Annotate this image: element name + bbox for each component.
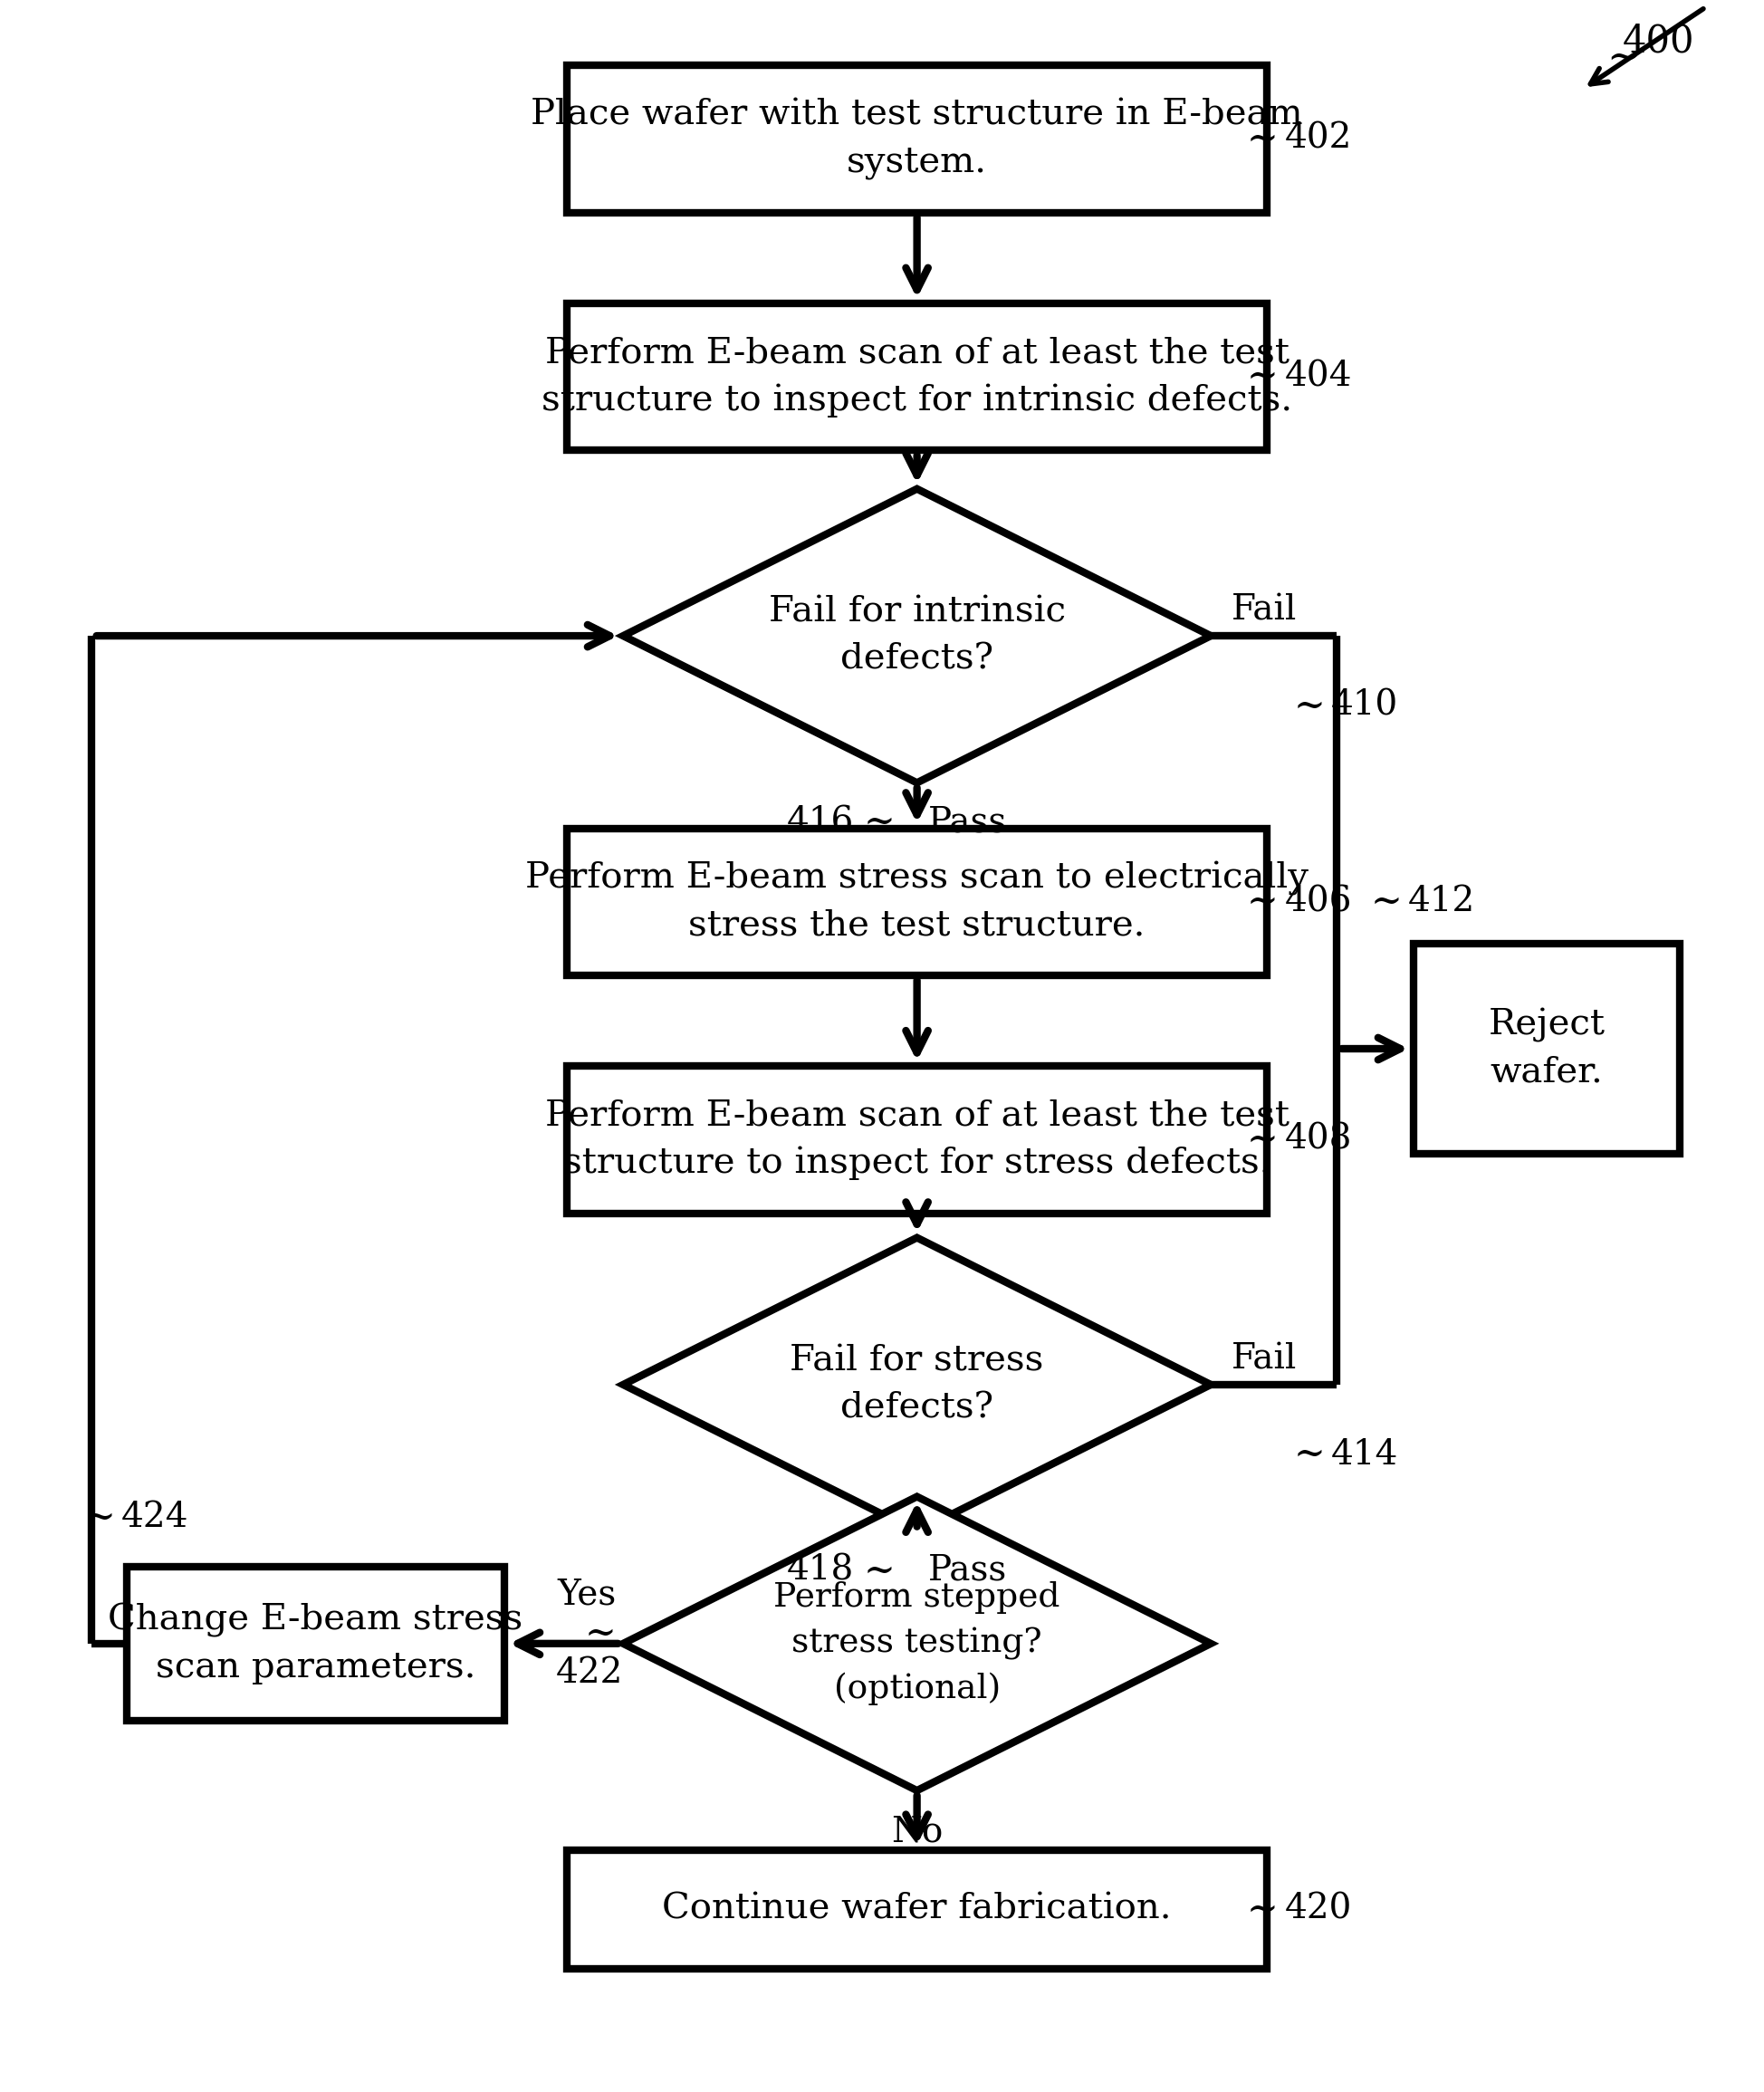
Text: 412: 412 <box>1408 885 1475 918</box>
Text: ~: ~ <box>1371 883 1402 920</box>
Text: Fail for intrinsic
defects?: Fail for intrinsic defects? <box>769 596 1065 676</box>
Text: Continue wafer fabrication.: Continue wafer fabrication. <box>662 1893 1171 1927</box>
Text: Change E-beam stress
scan parameters.: Change E-beam stress scan parameters. <box>108 1602 522 1684</box>
Polygon shape <box>623 490 1210 782</box>
Text: Fail: Fail <box>1231 1343 1297 1377</box>
Text: ~: ~ <box>1247 1891 1277 1929</box>
Bar <box>127 1567 505 1720</box>
Text: 420: 420 <box>1284 1893 1353 1927</box>
Text: 408: 408 <box>1284 1123 1353 1157</box>
Text: ~: ~ <box>864 803 896 841</box>
Text: Perform E-beam stress scan to electrically
stress the test structure.: Perform E-beam stress scan to electrical… <box>526 862 1309 941</box>
Text: Perform stepped
stress testing?
(optional): Perform stepped stress testing? (optiona… <box>774 1582 1060 1705</box>
Text: Fail: Fail <box>1231 594 1297 628</box>
Text: 404: 404 <box>1284 360 1353 393</box>
Bar <box>568 1849 1267 1969</box>
Text: 418: 418 <box>787 1554 854 1588</box>
Bar <box>1413 943 1679 1153</box>
Text: Perform E-beam scan of at least the test
structure to inspect for stress defects: Perform E-beam scan of at least the test… <box>545 1098 1289 1180</box>
Polygon shape <box>623 1238 1210 1531</box>
Bar <box>568 303 1267 450</box>
Text: Pass: Pass <box>928 1554 1007 1588</box>
Polygon shape <box>623 1496 1210 1791</box>
Text: ~: ~ <box>1247 883 1277 920</box>
Text: ~: ~ <box>1607 38 1641 77</box>
Text: 422: 422 <box>556 1657 623 1690</box>
Text: ~: ~ <box>1247 358 1277 395</box>
Text: 416: 416 <box>787 805 854 839</box>
Bar <box>568 828 1267 975</box>
Text: ~: ~ <box>1295 686 1325 724</box>
Text: Perform E-beam scan of at least the test
structure to inspect for intrinsic defe: Perform E-beam scan of at least the test… <box>542 337 1293 416</box>
Text: ~: ~ <box>1247 1121 1277 1159</box>
Bar <box>568 65 1267 213</box>
Text: Reject
wafer.: Reject wafer. <box>1489 1008 1605 1090</box>
Text: 400: 400 <box>1623 21 1695 61</box>
Text: Fail for stress
defects?: Fail for stress defects? <box>790 1345 1044 1425</box>
Text: No: No <box>891 1816 944 1849</box>
Text: 410: 410 <box>1332 688 1399 722</box>
Text: Pass: Pass <box>928 805 1007 839</box>
Text: ~: ~ <box>83 1498 115 1538</box>
Text: 424: 424 <box>122 1500 189 1533</box>
Text: 406: 406 <box>1284 885 1353 918</box>
Text: ~: ~ <box>1295 1435 1325 1473</box>
Text: 402: 402 <box>1284 121 1353 155</box>
Text: Place wafer with test structure in E-beam
system.: Place wafer with test structure in E-bea… <box>531 98 1304 180</box>
Text: ~: ~ <box>1247 119 1277 159</box>
Text: Yes: Yes <box>557 1577 616 1611</box>
Text: ~: ~ <box>864 1552 896 1590</box>
Text: 414: 414 <box>1332 1437 1399 1471</box>
Bar <box>568 1067 1267 1213</box>
Text: ~: ~ <box>584 1615 616 1653</box>
